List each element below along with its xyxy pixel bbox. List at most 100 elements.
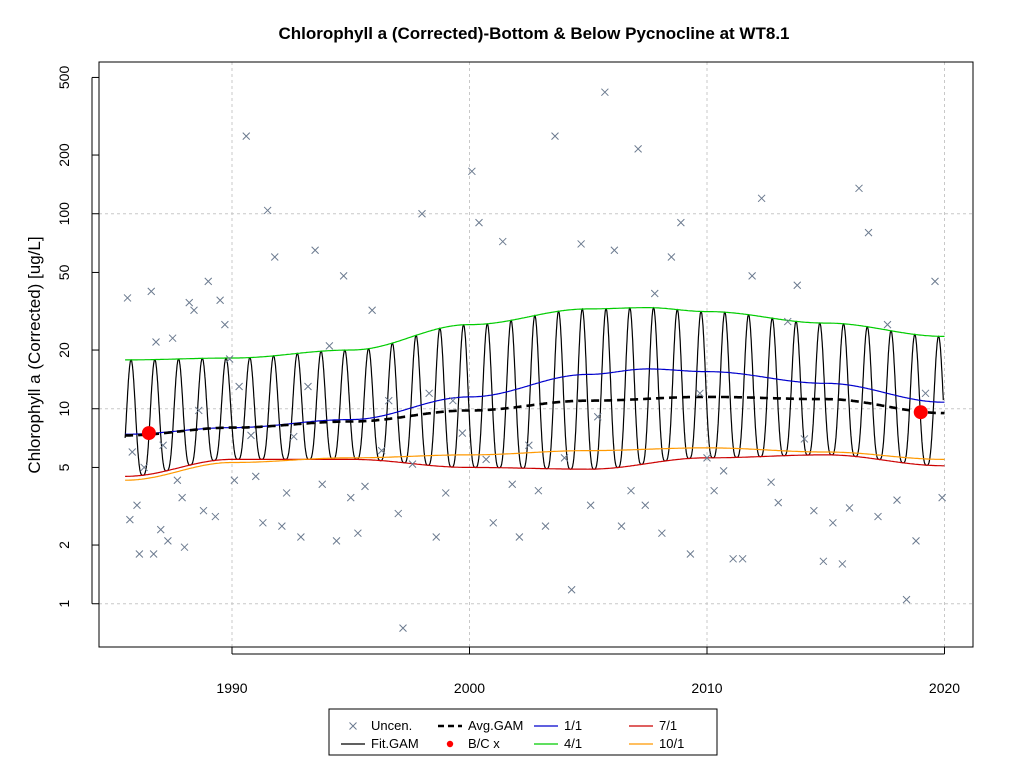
legend-label: 4/1 xyxy=(564,736,582,751)
uncensored-point xyxy=(819,557,828,566)
bc-point xyxy=(913,405,928,420)
uncensored-point xyxy=(384,396,393,405)
y-tick-label: 50 xyxy=(56,264,72,280)
uncensored-point xyxy=(185,298,194,307)
apr1-line xyxy=(125,307,945,361)
uncensored-point xyxy=(719,467,728,475)
uncensored-point xyxy=(311,246,319,255)
uncensored-point xyxy=(168,334,177,343)
uncensored-point xyxy=(883,320,892,329)
legend-label: B/C x xyxy=(468,736,500,751)
y-tick-label: 2 xyxy=(56,541,72,549)
uncensored-point xyxy=(634,145,642,153)
uncensored-point xyxy=(902,595,911,604)
uncensored-point xyxy=(560,453,569,462)
uncensored-point xyxy=(178,493,186,502)
uncensored-point xyxy=(586,501,595,510)
uncensored-point xyxy=(133,501,141,510)
uncensored-point xyxy=(332,537,341,545)
uncensored-point xyxy=(408,460,417,468)
uncensored-point xyxy=(921,389,930,398)
uncensored-point xyxy=(800,435,809,443)
uncensored-point xyxy=(567,585,576,594)
uncensored-point xyxy=(874,512,882,521)
uncensored-point xyxy=(641,501,650,510)
y-tick-label: 10 xyxy=(56,401,72,417)
uncensored-point xyxy=(164,537,172,545)
uncensored-point xyxy=(289,432,298,441)
legend-symbol-bc xyxy=(446,740,454,748)
fit-gam-line xyxy=(124,306,944,476)
uncensored-point xyxy=(199,506,208,515)
uncensored-point xyxy=(601,88,609,97)
uncensored-point xyxy=(577,240,585,248)
legend-label: Uncen. xyxy=(371,718,412,733)
uncensored-point xyxy=(498,237,507,246)
y-tick-label: 20 xyxy=(56,342,72,358)
uncensored-point xyxy=(703,453,711,462)
uncensored-point xyxy=(173,476,182,485)
uncensored-point xyxy=(710,486,718,495)
uncensored-point xyxy=(767,478,775,487)
uncensored-point xyxy=(126,515,134,524)
y-tick-label: 1 xyxy=(56,600,72,608)
plot-frame xyxy=(98,61,974,648)
uncensored-point xyxy=(225,355,234,363)
uncensored-point xyxy=(230,476,239,485)
y-tick-label: 5 xyxy=(56,463,72,471)
uncensored-point xyxy=(774,498,783,507)
y-tick-label: 500 xyxy=(56,66,72,90)
uncensored-point xyxy=(748,272,756,280)
uncensored-point xyxy=(738,554,747,563)
uncensored-point xyxy=(458,429,467,437)
legend-symbol-uncensored xyxy=(349,722,357,730)
x-tick-label: 1990 xyxy=(216,680,247,696)
uncensored-point xyxy=(194,406,203,415)
uncensored-point xyxy=(829,518,837,527)
uncensored-point xyxy=(838,560,847,568)
uncensored-point xyxy=(893,496,901,504)
x-tick-label: 2000 xyxy=(454,680,485,696)
uncensored-point xyxy=(551,132,559,140)
bc-point xyxy=(141,426,156,441)
uncensored-point xyxy=(204,277,213,286)
uncensored-point xyxy=(259,518,267,527)
uncensored-point xyxy=(149,550,158,558)
uncensored-point xyxy=(449,396,457,405)
grid xyxy=(99,62,973,647)
uncensored-point xyxy=(534,486,543,495)
y-axis-label: Chlorophyll a (Corrected) [ug/L] xyxy=(25,236,44,473)
x-tick-label: 2020 xyxy=(929,680,960,696)
uncensored-point xyxy=(156,525,165,534)
uncensored-point xyxy=(399,624,407,632)
chart-title: Chlorophyll a (Corrected)-Bottom & Below… xyxy=(279,24,790,43)
uncensored-point xyxy=(377,446,386,455)
uncensored-point xyxy=(147,287,156,296)
y-tick-label: 100 xyxy=(56,202,72,226)
uncensored-point xyxy=(912,537,920,545)
uncensored-point xyxy=(152,338,160,346)
legend-label: 7/1 xyxy=(659,718,677,733)
uncensored-point xyxy=(325,342,334,350)
uncensored-point xyxy=(482,455,490,464)
uncensored-point xyxy=(361,482,369,491)
legend-label: 1/1 xyxy=(564,718,582,733)
uncensored-point xyxy=(297,533,305,541)
uncensored-point xyxy=(489,518,498,527)
uncensored-points xyxy=(123,88,946,632)
uncensored-point xyxy=(278,522,286,530)
uncensored-point xyxy=(845,504,854,512)
series-layer xyxy=(124,306,945,481)
legend-label: 10/1 xyxy=(659,736,684,751)
uncensored-point xyxy=(180,543,189,552)
uncensored-point xyxy=(318,480,327,489)
uncensored-point xyxy=(425,389,433,398)
uncensored-point xyxy=(354,529,362,538)
uncensored-point xyxy=(938,493,946,502)
avg-gam-line xyxy=(125,395,945,437)
uncensored-point xyxy=(221,320,229,329)
uncensored-point xyxy=(593,412,602,421)
uncensored-point xyxy=(864,228,873,237)
uncensored-point xyxy=(418,209,426,218)
